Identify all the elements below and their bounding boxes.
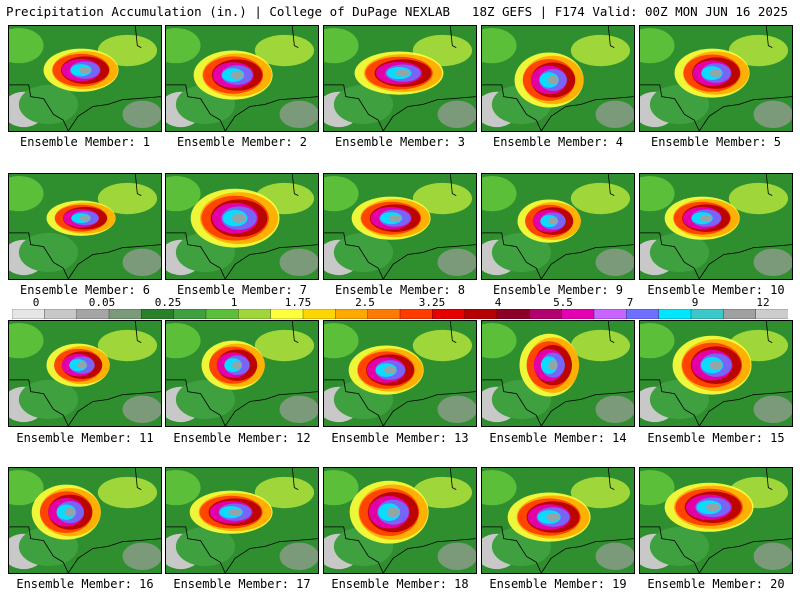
member-label: Ensemble Member: 10 — [647, 283, 785, 297]
colorbar-tick: 0.25 — [154, 296, 182, 309]
member-label: Ensemble Member: 15 — [647, 431, 785, 445]
member-map-panel — [639, 467, 793, 574]
member-label: Ensemble Member: 8 — [334, 283, 466, 297]
member-map-panel — [8, 467, 162, 574]
member-label: Ensemble Member: 19 — [489, 577, 627, 591]
colorbar-bin — [561, 309, 595, 319]
colorbar-tick: 0 — [32, 296, 40, 309]
colorbar-tick: 7 — [626, 296, 634, 309]
member-map-panel — [639, 320, 793, 427]
member-map-panel — [323, 173, 477, 280]
member-label: Ensemble Member: 20 — [647, 577, 785, 591]
model-run-info: 18Z GEFS | F174 Valid: 00Z MON JUN 16 20… — [471, 4, 788, 19]
member-map-panel — [323, 320, 477, 427]
colorbar-tick: 5.5 — [553, 296, 573, 309]
member-label: Ensemble Member: 7 — [176, 283, 308, 297]
colorbar-bin — [205, 309, 239, 319]
member-map-panel — [481, 320, 635, 427]
colorbar-tick: 12 — [756, 296, 770, 309]
colorbar-bin — [141, 309, 175, 319]
member-label: Ensemble Member: 13 — [331, 431, 469, 445]
colorbar-bin — [593, 309, 627, 319]
member-label: Ensemble Member: 4 — [492, 135, 624, 149]
member-map-panel — [481, 467, 635, 574]
member-map-panel — [481, 25, 635, 132]
member-map-panel — [165, 320, 319, 427]
colorbar-bin — [270, 309, 304, 319]
member-label: Ensemble Member: 6 — [19, 283, 151, 297]
colorbar-bin — [302, 309, 336, 319]
member-map-panel — [639, 25, 793, 132]
member-label: Ensemble Member: 14 — [489, 431, 627, 445]
colorbar-bin — [658, 309, 692, 319]
colorbar-tick: 1 — [230, 296, 238, 309]
colorbar-bin — [44, 309, 78, 319]
member-label: Ensemble Member: 5 — [650, 135, 782, 149]
colorbar-bin — [432, 309, 466, 319]
colorbar-bin — [464, 309, 498, 319]
colorbar-tick: 3.25 — [418, 296, 446, 309]
colorbar-bin — [367, 309, 401, 319]
precipitation-colorbar — [12, 309, 788, 319]
colorbar-bin — [238, 309, 272, 319]
colorbar-bin — [690, 309, 724, 319]
member-label: Ensemble Member: 11 — [16, 431, 154, 445]
colorbar-bin — [12, 309, 45, 319]
colorbar-tick: 1.75 — [284, 296, 312, 309]
colorbar-bin — [173, 309, 207, 319]
member-label: Ensemble Member: 18 — [331, 577, 469, 591]
member-map-panel — [323, 25, 477, 132]
colorbar-bin — [76, 309, 110, 319]
colorbar-bin — [755, 309, 788, 319]
member-label: Ensemble Member: 12 — [173, 431, 311, 445]
member-map-panel — [481, 173, 635, 280]
colorbar-bin — [335, 309, 369, 319]
member-label: Ensemble Member: 3 — [334, 135, 466, 149]
map-title: Precipitation Accumulation (in.) | Colle… — [6, 4, 451, 19]
colorbar-bin — [723, 309, 757, 319]
colorbar-tick: 9 — [691, 296, 699, 309]
colorbar-bin — [529, 309, 563, 319]
colorbar-tick: 0.05 — [88, 296, 116, 309]
colorbar-bin — [496, 309, 530, 319]
member-label: Ensemble Member: 16 — [16, 577, 154, 591]
member-map-panel — [8, 25, 162, 132]
member-map-panel — [323, 467, 477, 574]
member-label: Ensemble Member: 1 — [19, 135, 151, 149]
member-map-panel — [165, 173, 319, 280]
member-map-panel — [165, 467, 319, 574]
colorbar-tick: 2.5 — [355, 296, 375, 309]
colorbar-bin — [626, 309, 660, 319]
member-label: Ensemble Member: 2 — [176, 135, 308, 149]
colorbar-bin — [108, 309, 142, 319]
member-label: Ensemble Member: 9 — [492, 283, 624, 297]
member-map-panel — [639, 173, 793, 280]
member-map-panel — [8, 173, 162, 280]
colorbar-bin — [399, 309, 433, 319]
member-map-panel — [165, 25, 319, 132]
colorbar-tick: 4 — [494, 296, 502, 309]
member-label: Ensemble Member: 17 — [173, 577, 311, 591]
member-map-panel — [8, 320, 162, 427]
